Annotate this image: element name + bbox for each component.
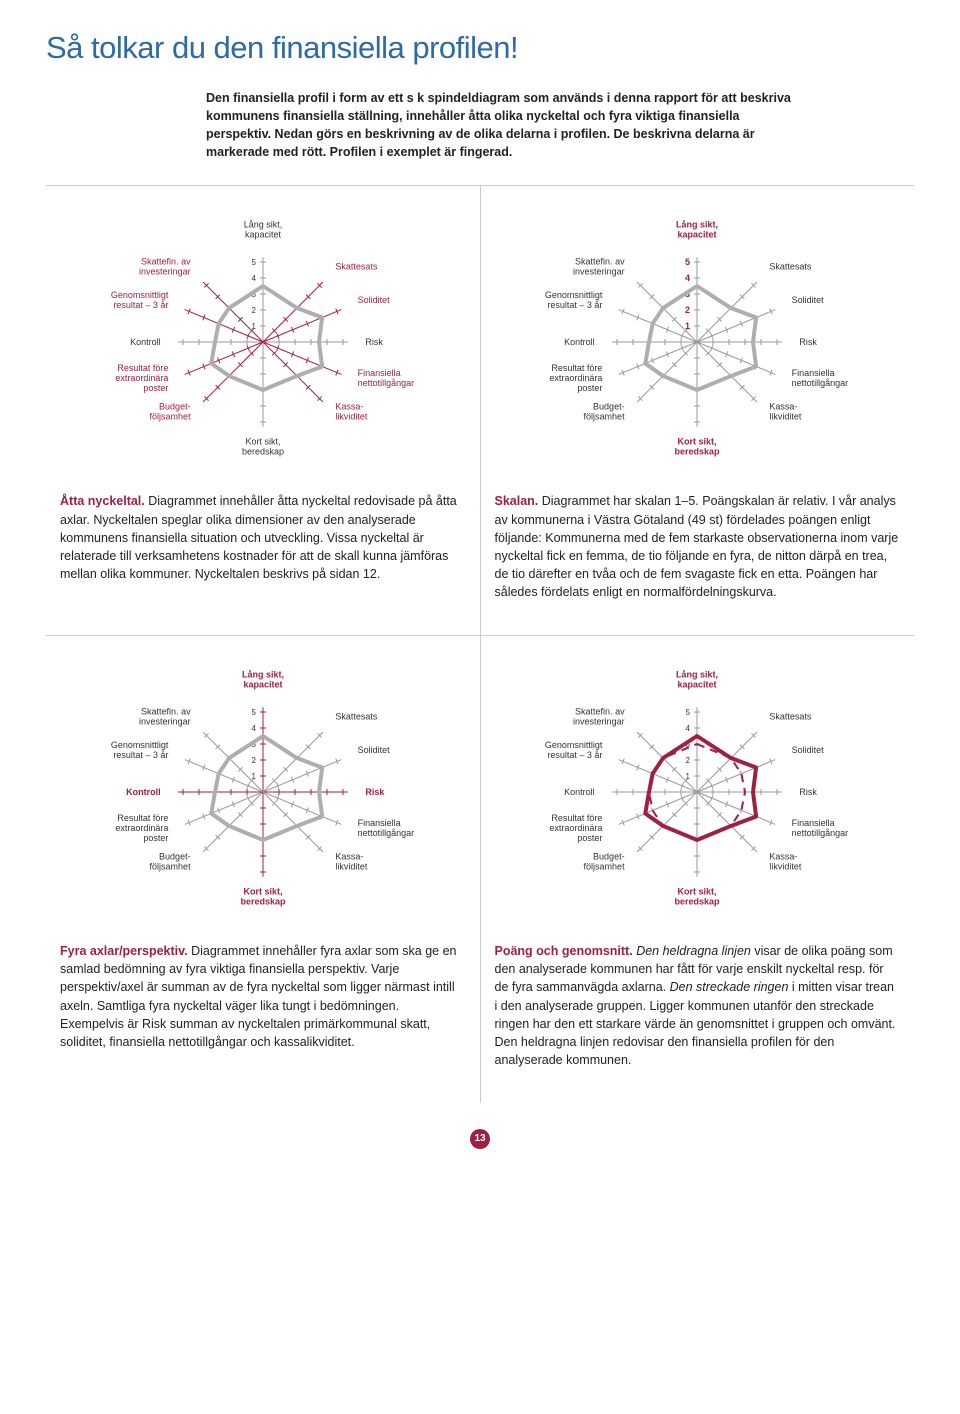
svg-text:Lång sikt,kapacitet: Lång sikt,kapacitet xyxy=(676,220,718,240)
svg-text:Kort sikt,beredskap: Kort sikt,beredskap xyxy=(242,437,284,457)
svg-text:5: 5 xyxy=(251,708,256,717)
radar-skalan: 12345Lång sikt,kapacitetSkattesatsSolidi… xyxy=(517,210,877,470)
text-poang: Poäng och genomsnitt. Den heldragna linj… xyxy=(495,942,901,1069)
svg-text:Risk: Risk xyxy=(800,787,818,797)
svg-text:1: 1 xyxy=(251,772,256,781)
svg-text:Resultat föreextraordinärapost: Resultat föreextraordinäraposter xyxy=(550,813,603,843)
svg-text:4: 4 xyxy=(251,274,256,283)
svg-text:Budget-följsamhet: Budget-följsamhet xyxy=(584,852,626,872)
svg-text:Resultat föreextraordinärapost: Resultat föreextraordinäraposter xyxy=(115,364,168,394)
svg-text:Lång sikt,kapacitet: Lång sikt,kapacitet xyxy=(243,220,282,240)
svg-text:Finansiellanettotillgångar: Finansiellanettotillgångar xyxy=(357,369,414,389)
svg-text:Risk: Risk xyxy=(365,337,383,347)
panel-skalan: 12345Lång sikt,kapacitetSkattesatsSolidi… xyxy=(480,186,915,635)
svg-text:Genomsnittligtresultat – 3 år: Genomsnittligtresultat – 3 år xyxy=(545,290,603,310)
svg-text:Kassa-likviditet: Kassa-likviditet xyxy=(770,852,803,872)
svg-text:Kontroll: Kontroll xyxy=(564,337,595,347)
row-1: 12345Lång sikt,kapacitetSkattesatsSolidi… xyxy=(46,185,914,635)
radar-atta: 12345Lång sikt,kapacitetSkattesatsSolidi… xyxy=(83,210,443,470)
svg-text:2: 2 xyxy=(686,756,691,765)
svg-text:Genomsnittligtresultat – 3 år: Genomsnittligtresultat – 3 år xyxy=(545,740,603,760)
svg-text:Skattesats: Skattesats xyxy=(770,712,813,722)
svg-text:Lång sikt,kapacitet: Lång sikt,kapacitet xyxy=(676,670,718,690)
svg-text:Lång sikt,kapacitet: Lång sikt,kapacitet xyxy=(242,670,284,690)
intro-paragraph: Den finansiella profil i form av ett s k… xyxy=(206,89,806,162)
panel-fyra: 12345Lång sikt,kapacitetSkattesatsSolidi… xyxy=(46,636,480,1103)
text-skalan: Skalan. Diagrammet har skalan 1–5. Poäng… xyxy=(495,492,901,601)
svg-text:Soliditet: Soliditet xyxy=(357,745,390,755)
svg-text:Resultat föreextraordinärapost: Resultat föreextraordinäraposter xyxy=(115,813,168,843)
svg-text:Kort sikt,beredskap: Kort sikt,beredskap xyxy=(675,437,721,457)
radar-poang: 12345Lång sikt,kapacitetSkattesatsSolidi… xyxy=(517,660,877,920)
svg-text:Kontroll: Kontroll xyxy=(130,337,161,347)
svg-text:4: 4 xyxy=(685,273,690,283)
svg-text:1: 1 xyxy=(685,321,690,331)
svg-text:Genomsnittligtresultat – 3 år: Genomsnittligtresultat – 3 år xyxy=(111,740,169,760)
row-2: 12345Lång sikt,kapacitetSkattesatsSolidi… xyxy=(46,635,914,1103)
svg-text:Budget-följsamhet: Budget-följsamhet xyxy=(584,402,626,422)
svg-text:1: 1 xyxy=(686,772,691,781)
svg-text:Skattefin. avinvesteringar: Skattefin. avinvesteringar xyxy=(139,707,191,727)
page-number-badge: 13 xyxy=(470,1129,490,1149)
radar-fyra: 12345Lång sikt,kapacitetSkattesatsSolidi… xyxy=(83,660,443,920)
svg-text:5: 5 xyxy=(251,258,256,267)
svg-text:Skattesats: Skattesats xyxy=(335,262,378,272)
svg-text:Kassa-likviditet: Kassa-likviditet xyxy=(335,852,368,872)
svg-text:5: 5 xyxy=(686,708,691,717)
svg-text:Kort sikt,beredskap: Kort sikt,beredskap xyxy=(675,887,721,907)
panel-atta: 12345Lång sikt,kapacitetSkattesatsSolidi… xyxy=(46,186,480,635)
svg-text:Kontroll: Kontroll xyxy=(126,787,161,797)
svg-text:Kort sikt,beredskap: Kort sikt,beredskap xyxy=(240,887,286,907)
svg-text:4: 4 xyxy=(251,724,256,733)
svg-text:2: 2 xyxy=(251,306,256,315)
svg-text:Skattefin. avinvesteringar: Skattefin. avinvesteringar xyxy=(573,257,625,277)
svg-text:Soliditet: Soliditet xyxy=(357,295,390,305)
page-title: Så tolkar du den finansiella profilen! xyxy=(46,26,914,71)
svg-text:1: 1 xyxy=(251,322,256,331)
svg-text:Skattefin. avinvesteringar: Skattefin. avinvesteringar xyxy=(573,707,625,727)
svg-text:Skattesats: Skattesats xyxy=(335,712,378,722)
svg-text:Finansiellanettotillgångar: Finansiellanettotillgångar xyxy=(357,818,414,838)
svg-text:Risk: Risk xyxy=(800,337,818,347)
svg-text:5: 5 xyxy=(685,257,690,267)
svg-text:Risk: Risk xyxy=(365,787,385,797)
svg-text:Soliditet: Soliditet xyxy=(792,745,825,755)
svg-text:Budget-följsamhet: Budget-följsamhet xyxy=(149,852,191,872)
svg-text:Skattesats: Skattesats xyxy=(770,262,813,272)
text-atta: Åtta nyckeltal. Diagrammet innehåller åt… xyxy=(60,492,466,583)
svg-text:Kassa-likviditet: Kassa-likviditet xyxy=(770,402,803,422)
svg-text:Kassa-likviditet: Kassa-likviditet xyxy=(335,402,368,422)
svg-text:Resultat föreextraordinärapost: Resultat föreextraordinäraposter xyxy=(550,364,603,394)
svg-text:Budget-följsamhet: Budget-följsamhet xyxy=(149,402,191,422)
svg-text:4: 4 xyxy=(686,724,691,733)
svg-text:Genomsnittligtresultat – 3 år: Genomsnittligtresultat – 3 år xyxy=(111,290,169,310)
svg-text:Skattefin. avinvesteringar: Skattefin. avinvesteringar xyxy=(139,257,191,277)
svg-text:2: 2 xyxy=(685,305,690,315)
svg-text:Finansiellanettotillgångar: Finansiellanettotillgångar xyxy=(792,369,849,389)
svg-text:Soliditet: Soliditet xyxy=(792,295,825,305)
panel-poang: 12345Lång sikt,kapacitetSkattesatsSolidi… xyxy=(480,636,915,1103)
svg-text:Finansiellanettotillgångar: Finansiellanettotillgångar xyxy=(792,818,849,838)
text-fyra: Fyra axlar/perspektiv. Diagrammet innehå… xyxy=(60,942,466,1051)
svg-text:Kontroll: Kontroll xyxy=(564,787,595,797)
svg-text:2: 2 xyxy=(251,756,256,765)
